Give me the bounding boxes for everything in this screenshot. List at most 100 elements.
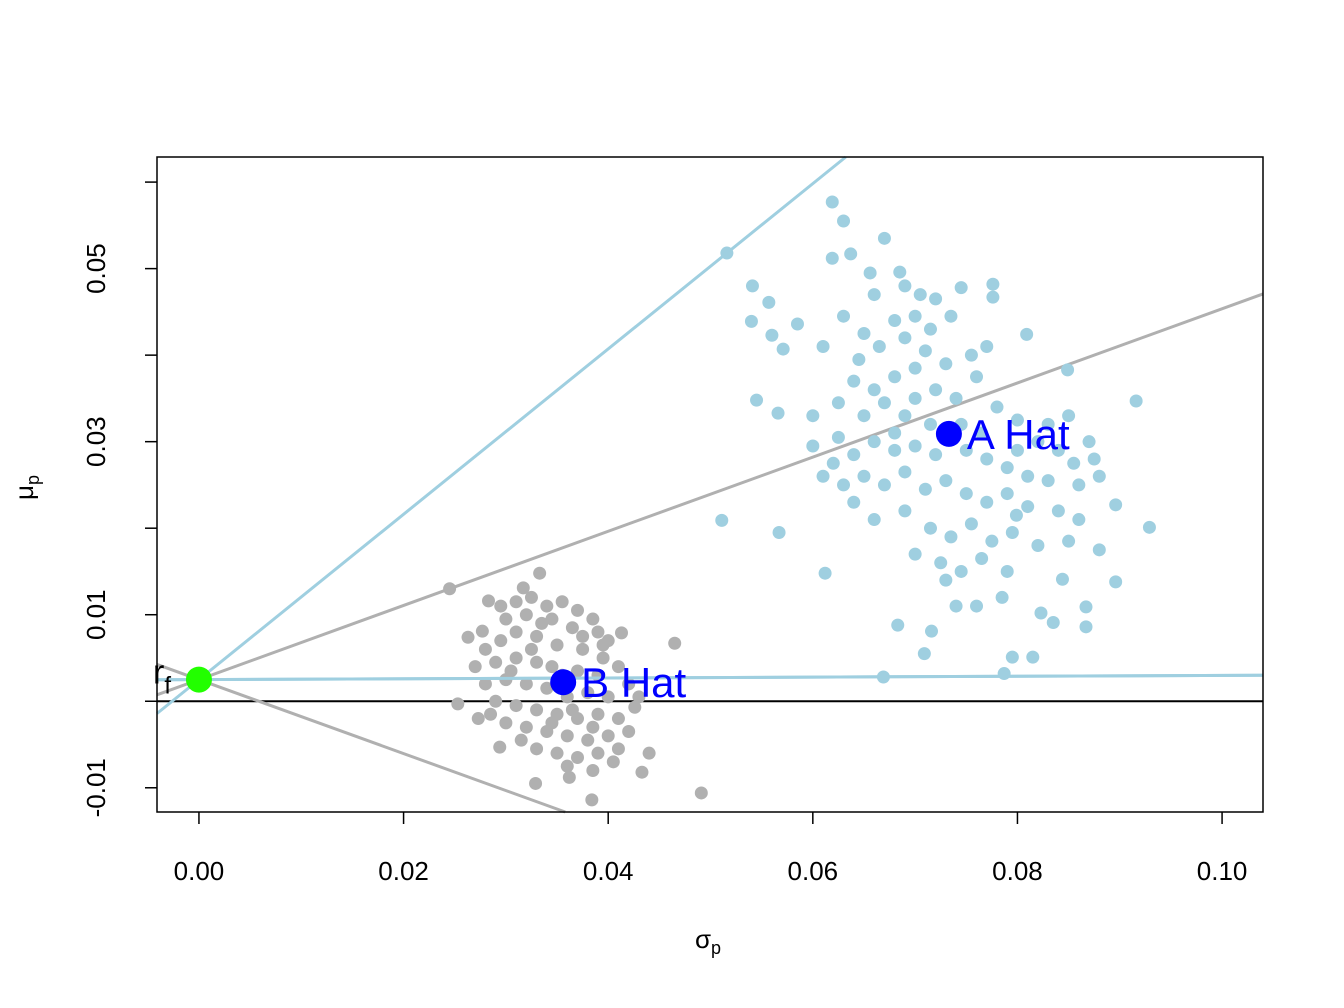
- point-a: [844, 247, 858, 261]
- point-b: [468, 660, 482, 674]
- point-a: [898, 331, 912, 345]
- point-a: [939, 357, 953, 371]
- point-b: [540, 599, 554, 613]
- point-a: [1067, 456, 1081, 470]
- point-a: [772, 526, 786, 540]
- x-tick-label: 0.06: [788, 856, 839, 886]
- point-a: [1000, 461, 1014, 475]
- point-a: [949, 391, 963, 405]
- point-a: [908, 391, 922, 405]
- point-b: [571, 750, 585, 764]
- point-b: [581, 733, 595, 747]
- point-b: [524, 590, 538, 604]
- hat-point: [935, 420, 962, 447]
- point-a: [831, 430, 845, 444]
- x-axis-label: σp: [695, 924, 721, 958]
- point-a: [893, 265, 907, 279]
- tangent-line-2: [156, 292, 1264, 697]
- point-a: [959, 443, 973, 457]
- point-a: [954, 281, 968, 295]
- point-a: [867, 513, 881, 527]
- point-a: [1010, 443, 1024, 457]
- point-b: [494, 599, 508, 613]
- point-b: [628, 700, 642, 714]
- point-b: [576, 642, 590, 656]
- point-a: [939, 474, 953, 488]
- point-a: [954, 564, 968, 578]
- points-layer: [451, 195, 1156, 807]
- point-a: [923, 521, 937, 535]
- point-a: [1079, 600, 1093, 614]
- x-tick-label: 0.10: [1197, 856, 1248, 886]
- lines-layer: [156, 155, 1264, 814]
- point-a: [975, 551, 989, 565]
- point-a: [923, 417, 937, 431]
- x-tick-label: 0.04: [583, 856, 634, 886]
- tangent-line-4: [156, 663, 566, 814]
- hat-label: A Hat: [967, 411, 1070, 458]
- point-b: [591, 707, 605, 721]
- point-a: [1009, 508, 1023, 522]
- point-b: [533, 566, 547, 580]
- point-b: [519, 720, 533, 734]
- y-tick-label: 0.05: [81, 243, 111, 294]
- x-tick-label: 0.08: [992, 856, 1043, 886]
- point-a: [1041, 474, 1055, 488]
- point-a: [765, 328, 779, 342]
- point-a: [1079, 620, 1093, 634]
- point-a: [1000, 564, 1014, 578]
- point-a: [929, 383, 943, 397]
- point-b: [596, 638, 610, 652]
- point-a: [771, 406, 785, 420]
- rf-label-main: r: [153, 654, 164, 692]
- point-a: [939, 573, 953, 587]
- point-b: [586, 763, 600, 777]
- point-a: [1046, 616, 1060, 630]
- point-a: [1142, 520, 1156, 534]
- point-a: [980, 495, 994, 509]
- point-b: [581, 686, 595, 700]
- overlay-layer: A Hat B Hat rf: [153, 411, 1264, 706]
- point-b: [591, 746, 605, 760]
- point-a: [847, 374, 861, 388]
- point-a: [1021, 469, 1035, 483]
- point-b: [451, 697, 465, 711]
- point-a: [857, 409, 871, 423]
- point-b: [614, 626, 628, 640]
- point-a: [825, 251, 839, 265]
- x-tick-label: 0.02: [378, 856, 429, 886]
- flat-line-overlay: [156, 673, 1264, 682]
- point-a: [944, 309, 958, 323]
- point-b: [562, 770, 576, 784]
- point-b: [555, 595, 569, 609]
- point-a: [806, 439, 820, 453]
- point-a: [908, 439, 922, 453]
- point-a: [1021, 500, 1035, 514]
- point-a: [806, 409, 820, 423]
- point-a: [898, 279, 912, 293]
- point-a: [1026, 650, 1040, 664]
- point-a: [847, 448, 861, 462]
- tangency-point-2: [443, 582, 457, 596]
- hat-label: B Hat: [581, 659, 686, 706]
- point-a: [863, 266, 877, 280]
- point-a: [1000, 487, 1014, 501]
- point-a: [1005, 526, 1019, 540]
- point-b: [489, 655, 503, 669]
- point-a: [898, 409, 912, 423]
- y-tick-label: -0.01: [81, 758, 111, 817]
- point-b: [601, 690, 615, 704]
- point-a: [1034, 606, 1048, 620]
- point-b: [530, 655, 544, 669]
- point-b: [565, 703, 579, 717]
- point-b: [530, 703, 544, 717]
- point-b: [509, 595, 523, 609]
- point-a: [872, 339, 886, 353]
- point-b: [478, 642, 492, 656]
- point-b: [550, 638, 564, 652]
- point-a: [877, 231, 891, 245]
- point-b: [642, 746, 656, 760]
- point-b: [545, 660, 559, 674]
- point-a: [949, 599, 963, 613]
